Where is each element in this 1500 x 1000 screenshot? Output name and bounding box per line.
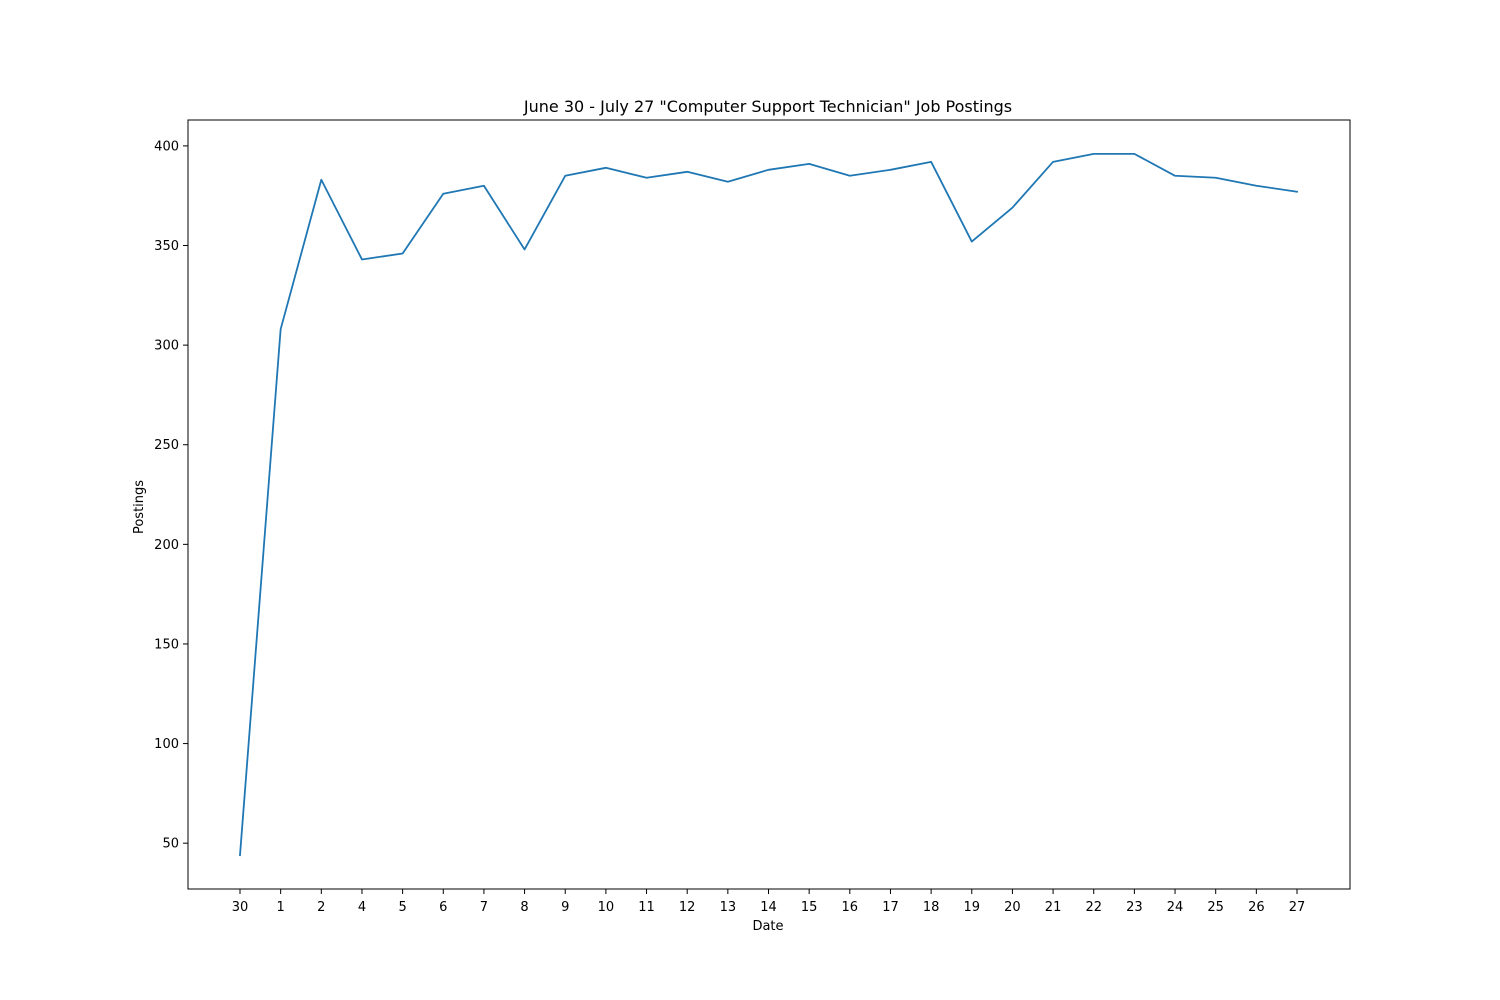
x-tick-label: 22 [1085,900,1102,915]
x-tick-label: 21 [1045,900,1062,915]
y-tick-label: 200 [154,538,179,553]
x-tick-label: 14 [760,900,777,915]
y-tick-label: 350 [154,239,179,254]
y-tick-label: 250 [154,438,179,453]
x-tick-label: 10 [598,900,615,915]
x-tick-label: 9 [561,900,569,915]
x-tick-label: 8 [520,900,528,915]
x-tick-label: 7 [480,900,488,915]
x-tick-label: 30 [232,900,249,915]
x-tick-label: 12 [679,900,696,915]
x-tick-label: 23 [1126,900,1143,915]
x-tick-label: 27 [1289,900,1306,915]
x-tick-label: 15 [801,900,818,915]
series-line [239,152,1299,857]
chart-title: June 30 - July 27 "Computer Support Tech… [523,97,1012,116]
y-tick-label: 300 [154,339,179,354]
x-tick-label: 5 [398,900,406,915]
x-tick-label: 6 [439,900,447,915]
x-tick-label: 25 [1207,900,1224,915]
x-tick-label: 26 [1248,900,1265,915]
y-tick-label: 150 [154,637,179,652]
y-tick-label: 400 [154,139,179,154]
y-tick-label: 100 [154,737,179,752]
x-tick-label: 17 [882,900,899,915]
x-tick-label: 11 [638,900,655,915]
x-tick-label: 20 [1004,900,1021,915]
x-tick-label: 2 [317,900,325,915]
plot-area: 30 1 2 4 5 6 7 8 9 10 11 12 13 14 15 16 17 18 19 20 21 22 23 24… [154,119,1351,915]
x-tick-label: 1 [277,900,285,915]
y-axis-label: Postings [132,480,147,534]
x-tick-label: 24 [1167,900,1184,915]
x-tick-label: 4 [358,900,366,915]
x-tick-label: 16 [842,900,859,915]
x-tick-label: 13 [720,900,737,915]
x-tick-label: 18 [923,900,940,915]
x-tick-label: 19 [963,900,980,915]
x-axis-label: Date [752,919,783,934]
y-tick-label: 50 [162,837,179,852]
